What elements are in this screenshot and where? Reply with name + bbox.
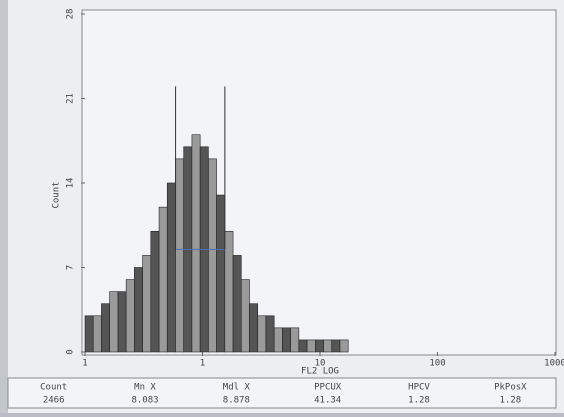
y-tick-label: 7 xyxy=(66,265,76,270)
stats-value: 1.28 xyxy=(499,396,521,406)
bar xyxy=(273,327,283,353)
stats-table xyxy=(7,377,557,409)
bar xyxy=(84,315,94,353)
bar xyxy=(331,339,341,353)
bar xyxy=(339,339,349,353)
y-tick-label: 28 xyxy=(66,9,76,20)
stats-value: 8.083 xyxy=(131,396,158,406)
bar xyxy=(142,255,152,353)
bar xyxy=(191,134,201,353)
bar xyxy=(150,230,160,353)
stats-header: HPCV xyxy=(408,383,430,393)
bar xyxy=(224,230,234,353)
x-tick-label: 10 xyxy=(315,359,326,369)
bar xyxy=(134,267,143,353)
stats-header: Mdl X xyxy=(223,383,251,393)
stats-value: 8.878 xyxy=(223,396,250,406)
x-tick-label: 1 xyxy=(82,359,87,369)
bar xyxy=(257,315,267,353)
stats-value: 41.34 xyxy=(314,396,341,406)
stats-header: Count xyxy=(40,383,67,393)
y-tick-label: 21 xyxy=(66,93,76,104)
bar xyxy=(265,315,275,353)
stats-header: PPCUX xyxy=(314,383,342,393)
bar xyxy=(216,194,226,353)
bar xyxy=(117,291,127,353)
stats-header: PkPosX xyxy=(494,383,527,393)
bar xyxy=(282,327,291,353)
bar xyxy=(208,158,217,353)
x-tick-label: 100 xyxy=(429,359,445,369)
bar xyxy=(314,339,324,353)
bar xyxy=(101,303,110,353)
bar xyxy=(290,327,300,353)
y-axis-label: Count xyxy=(52,181,62,208)
bar xyxy=(175,158,185,353)
stats-header: Mn X xyxy=(134,383,156,393)
bar xyxy=(249,303,259,353)
bar xyxy=(158,206,168,353)
bar xyxy=(298,339,308,353)
bar xyxy=(92,315,102,353)
bar xyxy=(306,339,316,353)
bar xyxy=(232,255,242,353)
stats-value: 1.28 xyxy=(408,396,430,406)
x-axis-label: FL2 LOG xyxy=(301,367,339,377)
bar xyxy=(125,279,135,353)
y-tick-label: 14 xyxy=(66,178,76,189)
bar xyxy=(323,339,333,353)
bar xyxy=(240,279,250,353)
x-tick-label: 1000 xyxy=(544,359,564,369)
stats-frame xyxy=(7,377,557,409)
y-tick-label: 0 xyxy=(66,349,76,354)
stats-value: 2466 xyxy=(43,396,65,406)
x-tick-label: 1 xyxy=(200,359,205,369)
bar xyxy=(109,291,119,353)
bar xyxy=(166,182,176,353)
